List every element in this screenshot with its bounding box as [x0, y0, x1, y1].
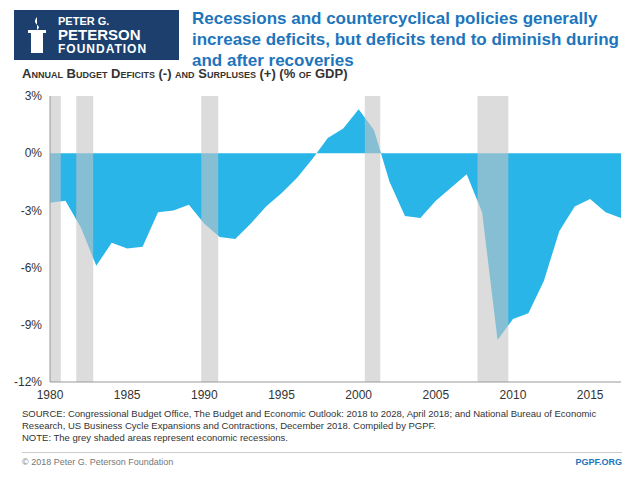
svg-text:-3%: -3%: [21, 204, 43, 218]
svg-text:-6%: -6%: [21, 261, 43, 275]
svg-text:1995: 1995: [268, 388, 295, 402]
html-text:PETERSON: PETERSON: [58, 26, 141, 43]
svg-text:1985: 1985: [114, 388, 141, 402]
html-text:© 2018 Peter G. Peterson Found: © 2018 Peter G. Peterson Foundation: [22, 457, 174, 467]
svg-text:1990: 1990: [191, 388, 218, 402]
html-text:Recessions and countercyclical: Recessions and countercyclical policies …: [192, 9, 619, 70]
svg-text:2010: 2010: [500, 388, 527, 402]
svg-text:-9%: -9%: [21, 318, 43, 332]
svg-text:1980: 1980: [37, 388, 64, 402]
html-text:PETER G.: PETER G.: [58, 15, 110, 27]
html-text:SOURCE: Congressional Budget O: SOURCE: Congressional Budget Office, The…: [22, 408, 597, 431]
svg-text:2000: 2000: [345, 388, 372, 402]
svg-text:3%: 3%: [25, 89, 43, 103]
html-text:NOTE: The grey shaded areas re: NOTE: The grey shaded areas represent ec…: [22, 432, 288, 443]
html-text:PGPF.ORG: PGPF.ORG: [575, 457, 622, 467]
svg-text:2005: 2005: [422, 388, 449, 402]
html-text:Annual Budget Deficits (-) and: Annual Budget Deficits (-) and Surpluses…: [22, 66, 348, 81]
svg-text:0%: 0%: [25, 146, 43, 160]
svg-text:2015: 2015: [577, 388, 604, 402]
svg-text:-12%: -12%: [14, 375, 42, 389]
html-text:FOUNDATION: FOUNDATION: [58, 42, 148, 56]
